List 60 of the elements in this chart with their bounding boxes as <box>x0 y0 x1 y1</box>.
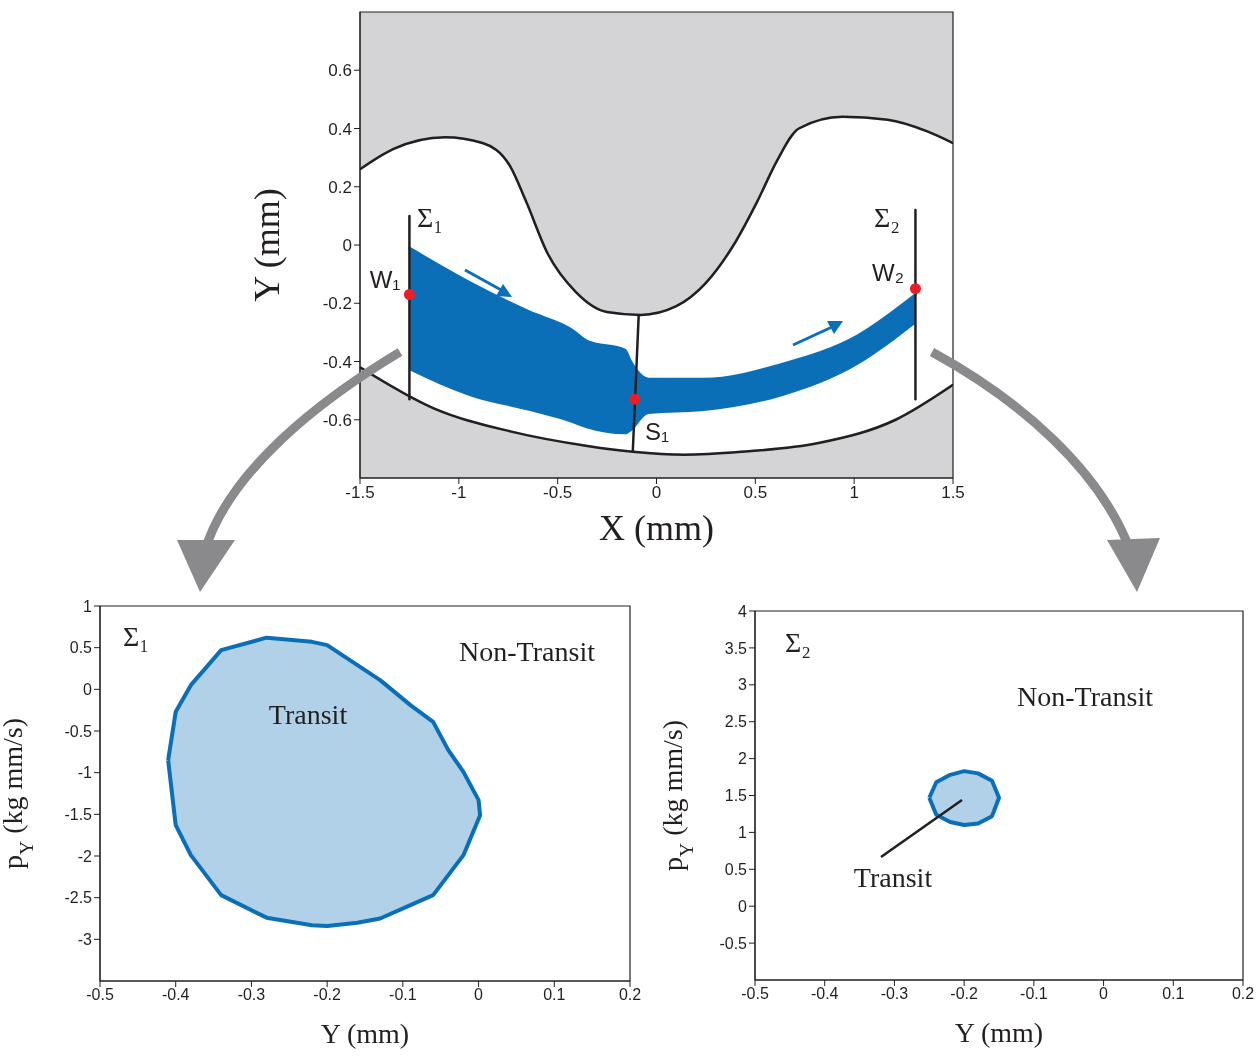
y-tick-label: 2.5 <box>724 713 748 731</box>
y-tick-label: 0 <box>342 236 352 256</box>
y-axis-title: Y (mm) <box>246 188 287 302</box>
y-tick-label: -0.6 <box>322 410 352 430</box>
x-tick-label: 1 <box>849 483 859 503</box>
x-tick-label: -1.5 <box>345 483 375 503</box>
annotation: W₁ <box>369 266 401 293</box>
annotation: Transit <box>853 862 933 893</box>
annotation: Non-Transit <box>1017 681 1153 712</box>
annotation: Σ₂ <box>784 627 812 658</box>
y-tick-label: 0.5 <box>69 639 93 657</box>
x-tick-label: -0.5 <box>543 483 573 503</box>
y-tick-label: 3.5 <box>724 639 748 657</box>
y-tick-label: 0.4 <box>328 119 352 139</box>
annotation: S₁ <box>644 418 670 445</box>
y-tick-label: 0.2 <box>328 177 352 197</box>
y-tick-label: -2.5 <box>64 889 93 907</box>
x-tick-label: -0.4 <box>161 986 190 1004</box>
annotation: Σ₁ <box>122 621 150 652</box>
y-tick-label: 4 <box>738 602 748 620</box>
x-tick-label: 0.2 <box>618 986 642 1004</box>
y-tick-label: 0.5 <box>724 860 748 878</box>
x-tick-label: -0.1 <box>389 986 417 1004</box>
y-tick-label: 2 <box>738 750 748 768</box>
x-tick-label: 0 <box>651 483 662 503</box>
y-tick-label: 3 <box>738 676 748 694</box>
x-tick-label: -0.3 <box>880 985 909 1003</box>
y-tick-label: -3 <box>77 931 93 949</box>
y-tick-label: 0 <box>83 681 93 699</box>
y-tick-label: 1.5 <box>724 787 748 805</box>
y-tick-label: -0.4 <box>322 352 352 372</box>
y-tick-label: 1 <box>83 597 93 615</box>
x-axis-title: Y (mm) <box>320 1018 410 1049</box>
x-tick-label: -0.1 <box>1020 985 1048 1003</box>
x-tick-label: -0.4 <box>810 985 839 1003</box>
y-tick-label: -1 <box>77 764 93 782</box>
x-tick-label: 0.1 <box>543 986 566 1004</box>
y-tick-label: -0.5 <box>719 934 748 952</box>
annotation: Transit <box>268 699 348 730</box>
y-tick-label: 0 <box>738 897 748 915</box>
y-tick-label: -0.5 <box>64 722 93 740</box>
y-tick-label: -0.2 <box>322 294 352 314</box>
annotation: W₂ <box>872 259 904 286</box>
x-tick-label: 1.5 <box>941 483 965 503</box>
x-tick-label: -0.2 <box>950 985 979 1003</box>
y-tick-label: 1 <box>738 824 748 842</box>
y-tick-label: -1.5 <box>64 806 93 824</box>
y-tick-label: -2 <box>77 847 93 865</box>
x-axis-title: X (mm) <box>599 508 714 548</box>
x-tick-label: 0 <box>474 986 484 1004</box>
x-tick-label: 0.2 <box>1231 985 1255 1003</box>
x-axis-title: Y (mm) <box>954 1017 1044 1048</box>
x-tick-label: -1 <box>451 483 467 503</box>
x-tick-label: -0.3 <box>237 986 266 1004</box>
x-tick-label: 0.1 <box>1162 985 1185 1003</box>
annotation: Non-Transit <box>459 636 595 667</box>
y-tick-label: 0.6 <box>328 61 352 81</box>
annotation: Σ₂ <box>873 202 901 233</box>
x-tick-label: 0 <box>1099 985 1109 1003</box>
annotation: Σ₁ <box>416 202 444 233</box>
